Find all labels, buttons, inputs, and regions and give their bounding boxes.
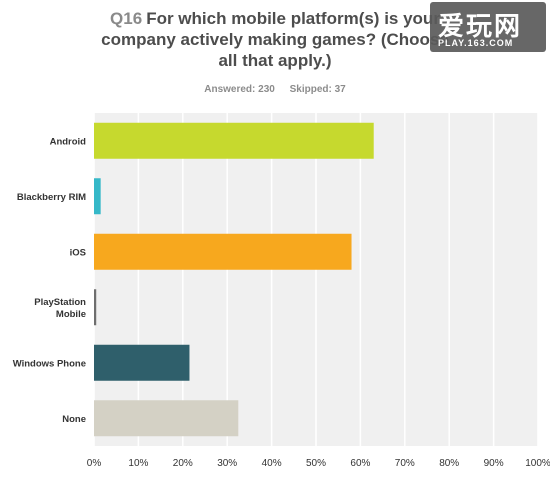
x-tick-label: 60% xyxy=(350,458,370,469)
bar xyxy=(94,178,101,215)
bar xyxy=(94,289,97,326)
chart-title: Q16 For which mobile platform(s) is your … xyxy=(40,8,510,71)
x-tick-label: 50% xyxy=(306,458,326,469)
watermark-text: 爱玩网 xyxy=(438,11,523,41)
skipped-count: Skipped: 37 xyxy=(289,84,346,95)
category-label: Mobile xyxy=(56,309,86,320)
x-tick-label: 100% xyxy=(525,458,550,469)
bar xyxy=(94,233,352,270)
category-label: iOS xyxy=(70,247,86,258)
category-label: Blackberry RIM xyxy=(17,192,86,203)
category-label: None xyxy=(62,414,86,425)
watermark-url: PLAY.163.COM xyxy=(438,38,514,48)
response-stats: Answered: 230 Skipped: 37 xyxy=(0,84,550,95)
bar xyxy=(94,122,374,159)
watermark-logo: 爱玩网 PLAY.163.COM xyxy=(430,2,546,52)
bar xyxy=(94,344,190,381)
question-number: Q16 xyxy=(110,9,143,28)
x-tick-label: 0% xyxy=(87,458,102,469)
bar xyxy=(94,400,239,437)
title-line-1: For which mobile platform(s) is your xyxy=(146,9,440,28)
x-tick-label: 90% xyxy=(484,458,504,469)
x-tick-label: 10% xyxy=(128,458,148,469)
x-tick-label: 40% xyxy=(262,458,282,469)
x-tick-label: 20% xyxy=(173,458,193,469)
title-line-3: all that apply.) xyxy=(218,51,332,70)
category-label: Android xyxy=(50,136,87,147)
category-label: Windows Phone xyxy=(13,358,86,369)
title-line-2: company actively making games? (Choose xyxy=(101,30,449,49)
x-tick-label: 70% xyxy=(395,458,415,469)
x-tick-label: 80% xyxy=(439,458,459,469)
category-label: PlayStation xyxy=(34,297,86,308)
answered-count: Answered: 230 xyxy=(204,84,275,95)
x-tick-label: 30% xyxy=(217,458,237,469)
